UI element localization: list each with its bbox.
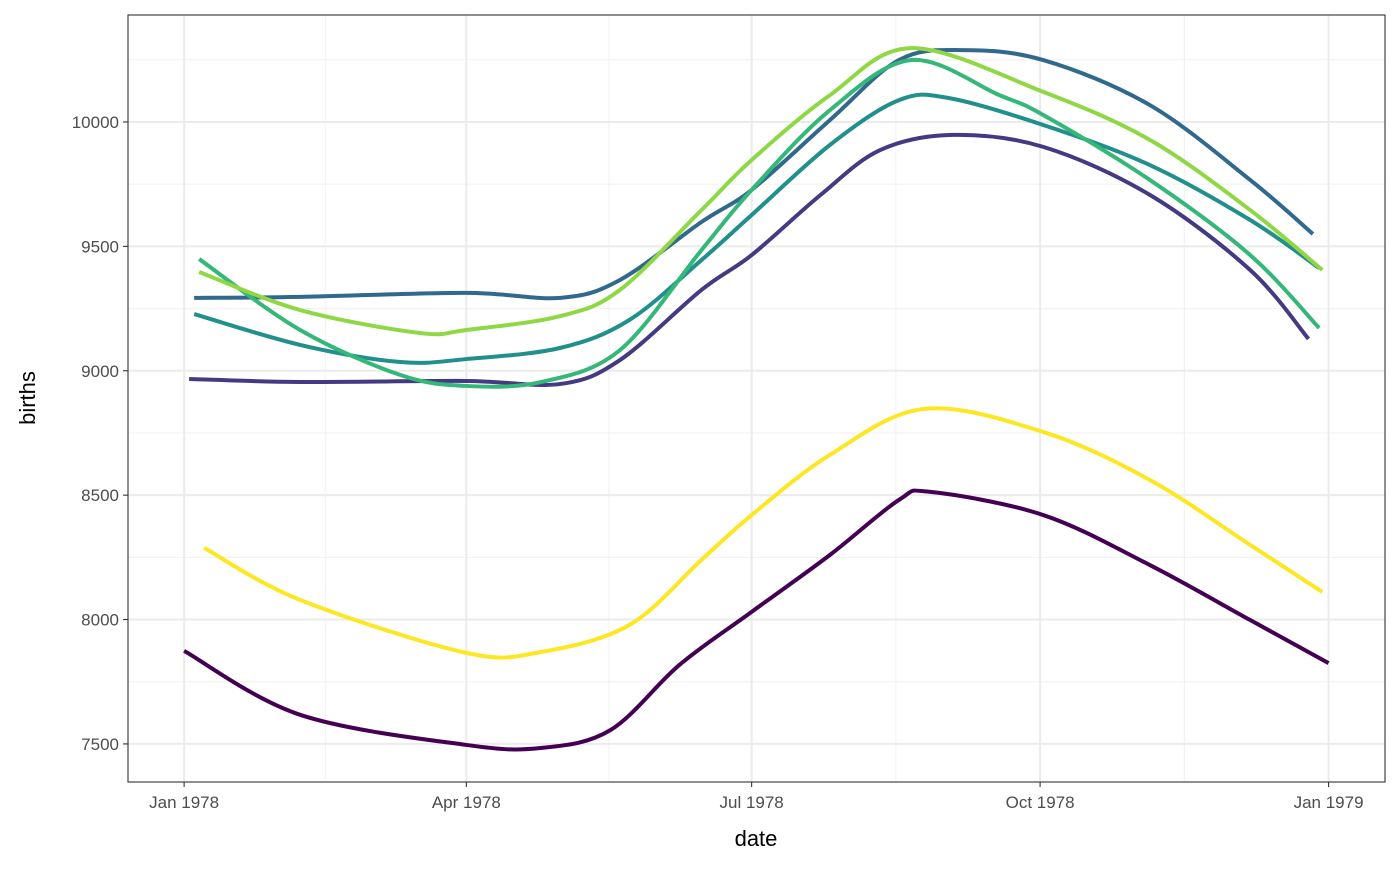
line-series-6	[198, 46, 1324, 337]
x-axis-title: date	[735, 826, 778, 851]
x-axis: Jan 1978 Apr 1978 Jul 1978 Oct 1978 Jan 1979	[149, 782, 1364, 812]
line-series-1	[183, 488, 1330, 752]
y-axis-title: births	[15, 371, 40, 425]
x-tick-label: Jul 1978	[719, 793, 783, 812]
line-series-3	[194, 47, 1315, 301]
y-tick-label: 9500	[81, 237, 119, 256]
panel-border	[127, 14, 1386, 783]
x-tick-label: Jan 1978	[149, 793, 219, 812]
x-tick-label: Jan 1979	[1294, 793, 1364, 812]
line-series-7	[203, 406, 1324, 660]
y-tick-label: 7500	[81, 735, 119, 754]
x-tick-label: Apr 1978	[432, 793, 501, 812]
x-tick-label: Oct 1978	[1006, 793, 1075, 812]
y-tick-label: 8500	[81, 486, 119, 505]
y-tick-label: 9000	[81, 362, 119, 381]
panel-background	[128, 15, 1385, 782]
y-tick-label: 8000	[81, 611, 119, 630]
line-series-2	[189, 132, 1311, 388]
grid	[128, 15, 1385, 782]
y-axis: 7500 8000 8500 9000 9500 10000	[72, 113, 128, 754]
y-tick-label: 10000	[72, 113, 119, 132]
series-lines	[183, 46, 1330, 752]
line-series-4	[193, 92, 1321, 365]
line-series-5	[198, 58, 1321, 389]
